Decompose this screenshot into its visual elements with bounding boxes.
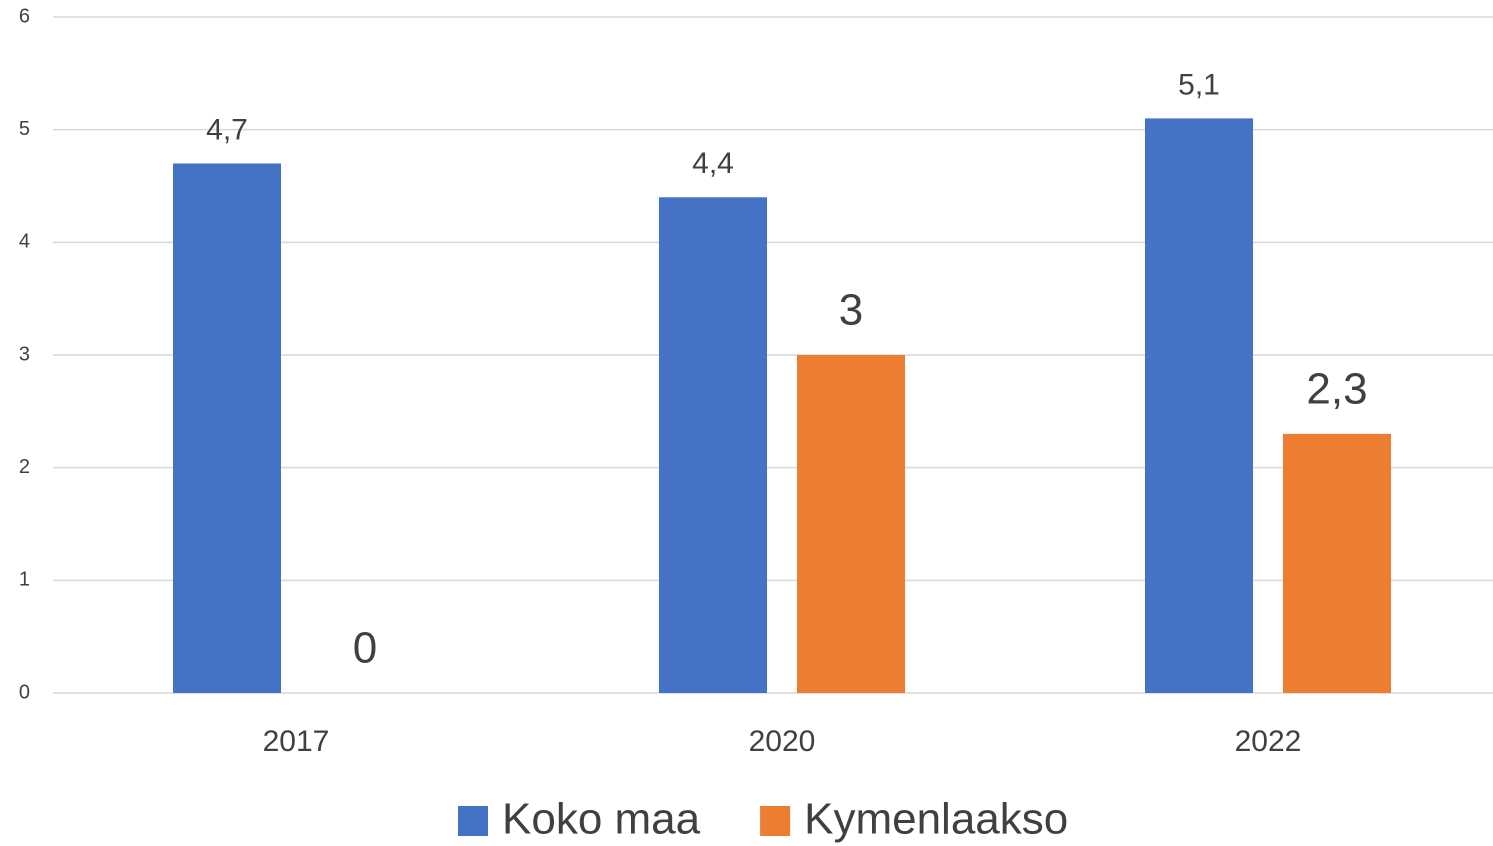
data-label: 5,1	[1178, 68, 1220, 101]
y-tick-label: 0	[19, 681, 30, 703]
y-tick-label: 6	[19, 5, 30, 27]
bar	[797, 355, 905, 693]
x-tick-label: 2020	[749, 725, 816, 758]
legend-label: Koko maa	[502, 795, 701, 844]
legend-swatch	[760, 806, 791, 836]
y-tick-label: 2	[19, 456, 30, 478]
legend-swatch	[458, 806, 488, 836]
data-label: 0	[353, 624, 377, 673]
legend-label: Kymenlaakso	[804, 795, 1068, 844]
y-tick-label: 3	[19, 343, 30, 365]
data-label: 4,4	[692, 147, 734, 180]
bar	[173, 163, 281, 693]
y-tick-label: 4	[19, 231, 30, 253]
data-label: 3	[839, 286, 863, 335]
data-label: 4,7	[206, 113, 248, 146]
data-label: 2,3	[1306, 364, 1367, 413]
y-tick-label: 1	[19, 569, 30, 591]
bar	[659, 197, 767, 693]
y-tick-label: 5	[19, 118, 30, 140]
bar	[1145, 118, 1253, 693]
bar	[1283, 433, 1391, 693]
x-tick-label: 2022	[1235, 725, 1302, 758]
x-tick-label: 2017	[263, 725, 330, 758]
